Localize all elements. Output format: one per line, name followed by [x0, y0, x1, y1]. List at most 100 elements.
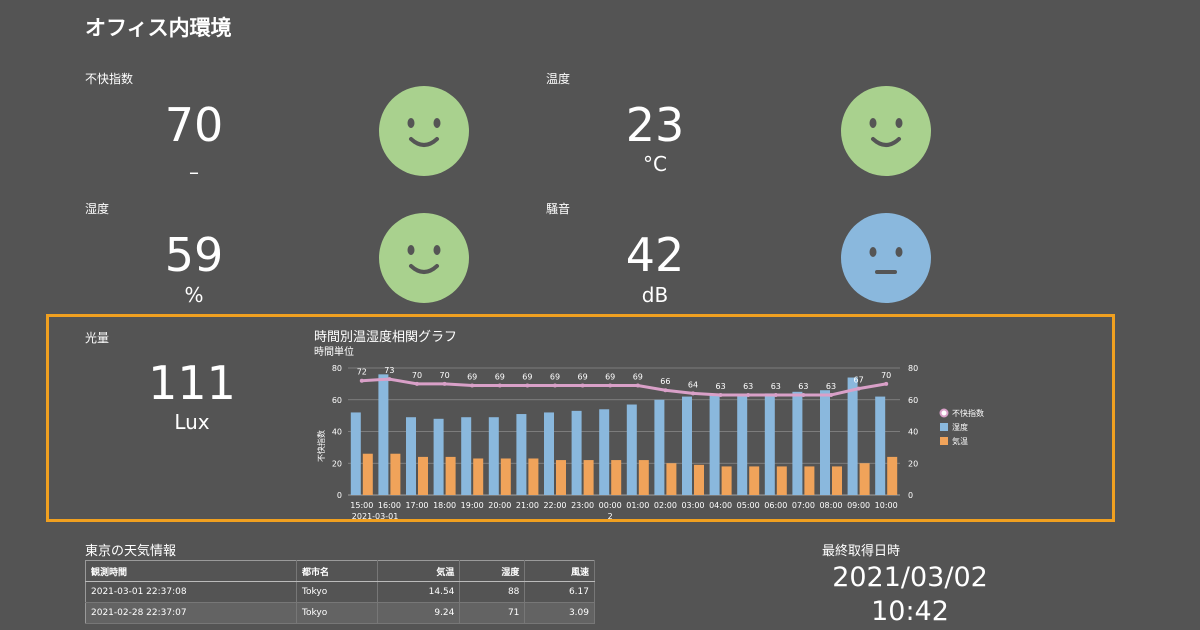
temperature-bar — [887, 456, 898, 495]
discomfort-point — [525, 383, 530, 388]
temperature-bar — [694, 464, 704, 495]
humidity-bar — [516, 414, 527, 495]
temperature-bar — [832, 466, 842, 495]
neutral-face-icon — [841, 213, 931, 303]
cell-time: 2021-02-28 22:37:07 — [85, 602, 297, 624]
discomfort-data-label: 69 — [550, 372, 560, 381]
discomfort-point — [442, 381, 447, 386]
column-header-temperature[interactable]: 気温 — [377, 560, 461, 582]
humidity-bar — [544, 412, 554, 495]
y-tick-label: 20 — [332, 459, 342, 468]
temperature-bar — [445, 456, 456, 495]
y-tick-label: 0 — [337, 491, 342, 500]
discomfort-point — [580, 383, 585, 388]
temperature-bar — [556, 460, 566, 495]
cell-temperature: 9.24 — [377, 602, 461, 624]
column-header-humidity[interactable]: 湿度 — [459, 560, 526, 582]
temperature-label: 温度 — [546, 72, 571, 86]
discomfort-data-label: 66 — [660, 377, 670, 386]
temperature-bar — [418, 456, 428, 495]
x-tick-label: 17:00 — [405, 501, 428, 510]
temperature-bar — [749, 466, 760, 495]
temperature-bar — [721, 466, 732, 495]
discomfort-point — [801, 392, 806, 397]
temperature-bar — [666, 463, 677, 495]
discomfort-point — [553, 383, 557, 388]
temperature-bar — [362, 453, 373, 495]
y2-tick-label: 20 — [908, 459, 918, 468]
column-header-city[interactable]: 都市名 — [296, 560, 378, 582]
humidity-bar — [737, 394, 748, 495]
discomfort-data-label: 67 — [854, 376, 864, 385]
discomfort-data-label: 70 — [881, 371, 891, 380]
humidity-bar — [709, 394, 720, 495]
x-tick-label: 22:00 — [543, 501, 566, 510]
x-tick-label: 09:00 — [847, 501, 870, 510]
discomfort-data-label: 69 — [522, 372, 532, 381]
discomfort-point — [359, 378, 364, 383]
discomfort-point — [691, 391, 695, 396]
temperature-bar — [776, 466, 787, 495]
discomfort-point — [497, 383, 502, 388]
page-title: オフィス内環境 — [85, 16, 232, 40]
humidity-bar — [820, 390, 830, 495]
discomfort-data-label: 69 — [495, 372, 505, 381]
x-tick-label: 23:00 — [571, 501, 594, 510]
humidity-bar — [654, 399, 665, 495]
humidity-label: 湿度 — [85, 202, 110, 216]
discomfort-data-label: 63 — [743, 382, 753, 391]
humidity-bar — [406, 417, 416, 495]
discomfort-point — [415, 381, 419, 386]
cell-time: 2021-03-01 22:37:08 — [85, 581, 297, 603]
happy-face-icon — [841, 86, 931, 176]
humidity-bar — [875, 396, 886, 495]
y2-tick-label: 0 — [908, 491, 913, 500]
y2-tick-label: 80 — [908, 364, 918, 373]
light-value: 111 — [148, 356, 236, 410]
humidity-bar — [571, 410, 582, 495]
x-tick-label: 20:00 — [488, 501, 511, 510]
last-fetch-time: 10:42 — [871, 596, 949, 627]
humidity-unit: % — [184, 283, 204, 307]
discomfort-point — [746, 392, 751, 397]
column-header-time[interactable]: 観測時間 — [85, 560, 297, 582]
humidity-bar — [461, 417, 472, 495]
discomfort-data-label: 70 — [440, 371, 450, 380]
y2-tick-label: 40 — [908, 428, 918, 437]
discomfort-data-label: 69 — [578, 372, 588, 381]
legend-label: 気温 — [952, 436, 968, 446]
legend-label: 不快指数 — [952, 408, 984, 418]
temperature-bar — [611, 460, 622, 495]
y-tick-label: 80 — [332, 364, 342, 373]
humidity-bar — [433, 418, 444, 495]
discomfort-data-label: 63 — [798, 382, 808, 391]
column-header-wind[interactable]: 風速 — [524, 560, 595, 582]
cell-humidity: 88 — [459, 581, 526, 603]
temperature-bar — [473, 458, 484, 495]
noise-value: 42 — [625, 228, 685, 282]
x-tick-label: 19:00 — [461, 501, 484, 510]
discomfort-data-label: 72 — [357, 368, 367, 377]
temperature-bar — [528, 458, 539, 495]
humidity-bar — [682, 396, 692, 495]
light-label: 光量 — [85, 331, 110, 345]
discomfort-data-label: 63 — [826, 382, 836, 391]
x-tick-label: 04:00 — [709, 501, 732, 510]
discomfort-point — [829, 392, 833, 397]
discomfort-data-label: 70 — [412, 371, 422, 380]
discomfort-point — [856, 386, 861, 391]
discomfort-data-label: 73 — [384, 366, 394, 375]
y-tick-label: 60 — [332, 396, 342, 405]
x-tick-label: 02:00 — [654, 501, 677, 510]
temperature-bar — [859, 463, 870, 495]
discomfort-point — [608, 383, 613, 388]
discomfort-value: 70 — [164, 98, 224, 152]
last-fetch-date: 2021/03/02 — [832, 562, 988, 593]
discomfort-data-label: 69 — [633, 372, 643, 381]
humidity-bar — [599, 409, 610, 495]
humidity-value: 59 — [164, 228, 224, 282]
light-and-chart-panel — [46, 314, 1115, 522]
discomfort-data-label: 69 — [605, 372, 615, 381]
legend-label: 湿度 — [952, 422, 968, 432]
temperature-bar — [583, 460, 594, 495]
